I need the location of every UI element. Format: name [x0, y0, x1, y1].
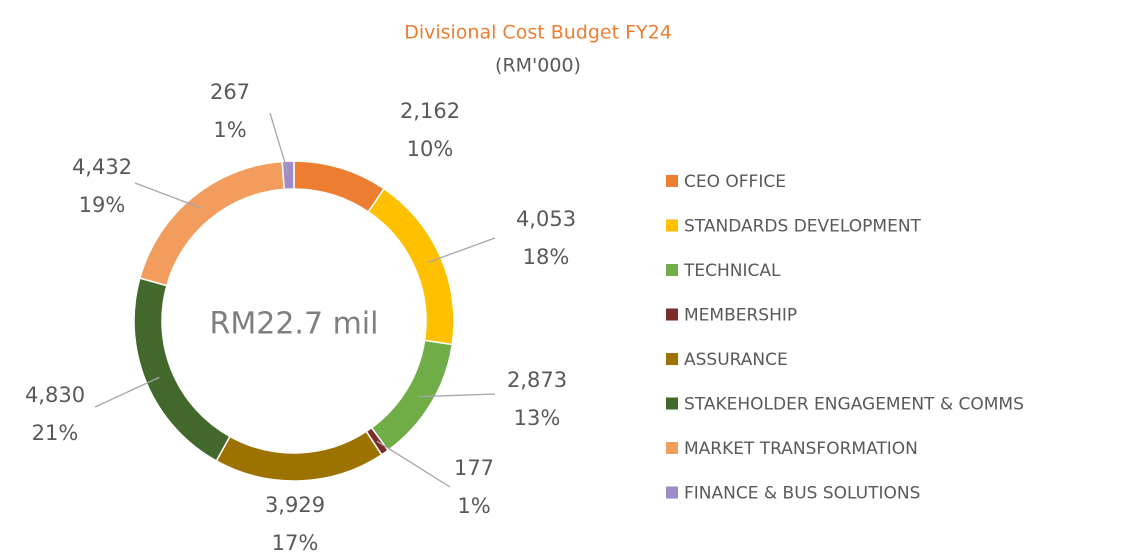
percent-label: 1%: [213, 118, 246, 142]
leader-line: [94, 376, 160, 408]
legend-swatch: [666, 308, 678, 321]
data-label: 4,432: [72, 155, 132, 179]
data-label: 177: [454, 456, 494, 480]
data-label: 4,830: [25, 383, 85, 407]
percent-label: 1%: [457, 494, 490, 518]
donut-slice: [293, 160, 386, 213]
percent-label: 18%: [523, 245, 570, 269]
data-label: 267: [210, 80, 250, 104]
leader-line: [418, 393, 496, 398]
percent-label: 17%: [272, 531, 319, 555]
legend-label: TECHNICAL: [683, 261, 781, 281]
legend-swatch: [666, 175, 678, 187]
chart-subtitle: (RM'000): [495, 55, 581, 77]
percent-label: 21%: [32, 421, 79, 445]
data-label: 2,873: [507, 368, 567, 392]
percent-label: 19%: [79, 193, 126, 217]
center-label: RM22.7 mil: [210, 307, 379, 342]
leader-line: [427, 237, 496, 264]
legend-label: MARKET TRANSFORMATION: [684, 439, 918, 459]
legend-label: MEMBERSHIP: [684, 306, 797, 326]
data-label: 4,053: [516, 207, 576, 231]
legend-swatch: [666, 442, 678, 454]
leader-line: [134, 182, 202, 209]
leader-line: [269, 112, 290, 176]
legend-swatch: [666, 397, 678, 410]
legend-label: CEO OFFICE: [684, 172, 786, 192]
percent-label: 13%: [514, 406, 561, 430]
donut-slice: [215, 430, 383, 482]
donut-slice: [138, 160, 286, 287]
data-label: 3,929: [265, 493, 325, 517]
data-label: 2,162: [400, 99, 460, 123]
legend-swatch: [666, 219, 678, 232]
leader-line: [376, 440, 451, 488]
legend-swatch: [666, 264, 678, 276]
chart-title: Divisional Cost Budget FY24: [404, 22, 672, 44]
legend-swatch: [666, 486, 678, 499]
legend-label: FINANCE & BUS SOLUTIONS: [684, 484, 920, 504]
legend-swatch: [666, 353, 678, 365]
legend-label: STAKEHOLDER ENGAGEMENT & COMMS: [684, 395, 1024, 415]
donut-slice: [367, 187, 455, 346]
percent-label: 10%: [407, 137, 454, 161]
legend-label: ASSURANCE: [684, 350, 788, 370]
legend-label: STANDARDS DEVELOPMENT: [684, 217, 922, 237]
